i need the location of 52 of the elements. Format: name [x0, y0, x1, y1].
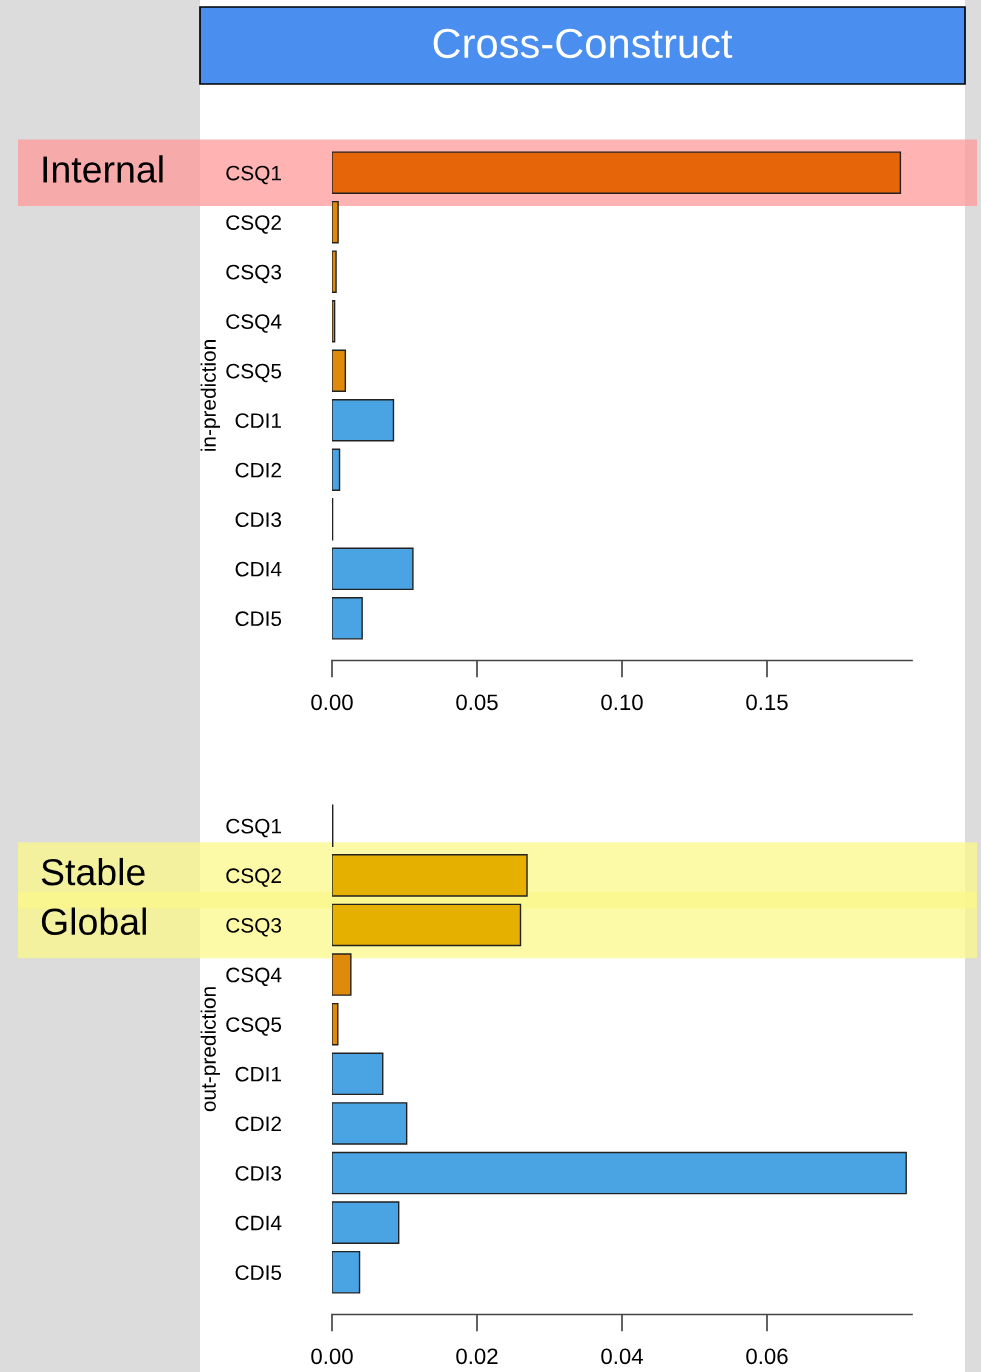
bar: [332, 1151, 907, 1195]
bar: [332, 547, 414, 591]
y-tick-label: CDI2: [235, 1116, 281, 1132]
y-tick-label: CDI5: [235, 1265, 282, 1280]
y-tick-label: CSQ5: [226, 1017, 282, 1036]
chart-title: Cross-Construct: [433, 28, 733, 59]
y-tick-label: CSQ1: [226, 818, 281, 838]
bar: [332, 597, 363, 640]
bar: [332, 299, 336, 343]
bar: [332, 903, 522, 947]
y-tick-label: CSQ3: [226, 264, 282, 284]
y-axis-title: in-prediction: [200, 340, 220, 451]
y-tick-label: CDI2: [235, 462, 281, 478]
bar: [332, 953, 352, 996]
bar: [332, 151, 902, 194]
y-tick-label: CSQ4: [226, 314, 282, 333]
y-tick-label: CSQ4: [226, 967, 282, 987]
x-tick-label: 0.00: [311, 694, 353, 711]
y-axis-title: out-prediction: [200, 987, 220, 1112]
text: Global: [41, 907, 146, 936]
y-tick-label: CSQ5: [226, 363, 282, 383]
y-tick-label: CDI1: [235, 1066, 281, 1082]
x-tick-label: 0.06: [746, 1348, 788, 1365]
bar: [332, 854, 528, 897]
x-tick-label: 0.10: [601, 694, 643, 711]
y-tick-label: CSQ3: [226, 917, 282, 937]
text: Internal: [43, 155, 163, 183]
x-tick-label: 0.00: [311, 1348, 353, 1365]
x-tick-label: 0.04: [601, 1348, 643, 1365]
y-tick-label: CDI5: [235, 611, 282, 627]
bar: [332, 1102, 408, 1145]
bar: [332, 200, 339, 244]
bar: [332, 448, 341, 492]
bar: [332, 1201, 400, 1244]
y-tick-label: CDI3: [235, 512, 282, 528]
y-tick-label: CDI1: [235, 413, 281, 429]
x-tick-label: 0.02: [456, 1348, 498, 1365]
bar: [332, 399, 395, 442]
bar: [332, 1250, 361, 1294]
y-tick-label: CDI4: [235, 561, 282, 577]
x-tick-label: 0.15: [746, 694, 788, 711]
x-tick-label: 0.05: [456, 694, 498, 711]
y-tick-label: CSQ2: [226, 215, 281, 234]
y-tick-label: CSQ2: [226, 868, 281, 887]
y-tick-label: CSQ1: [226, 165, 281, 185]
y-tick-label: CDI3: [235, 1166, 282, 1181]
bar: [332, 250, 337, 293]
y-tick-label: CDI4: [235, 1215, 282, 1231]
bar: [332, 349, 347, 392]
bar: [332, 1052, 384, 1096]
bar: [332, 1002, 339, 1046]
text: Stable: [41, 857, 145, 886]
